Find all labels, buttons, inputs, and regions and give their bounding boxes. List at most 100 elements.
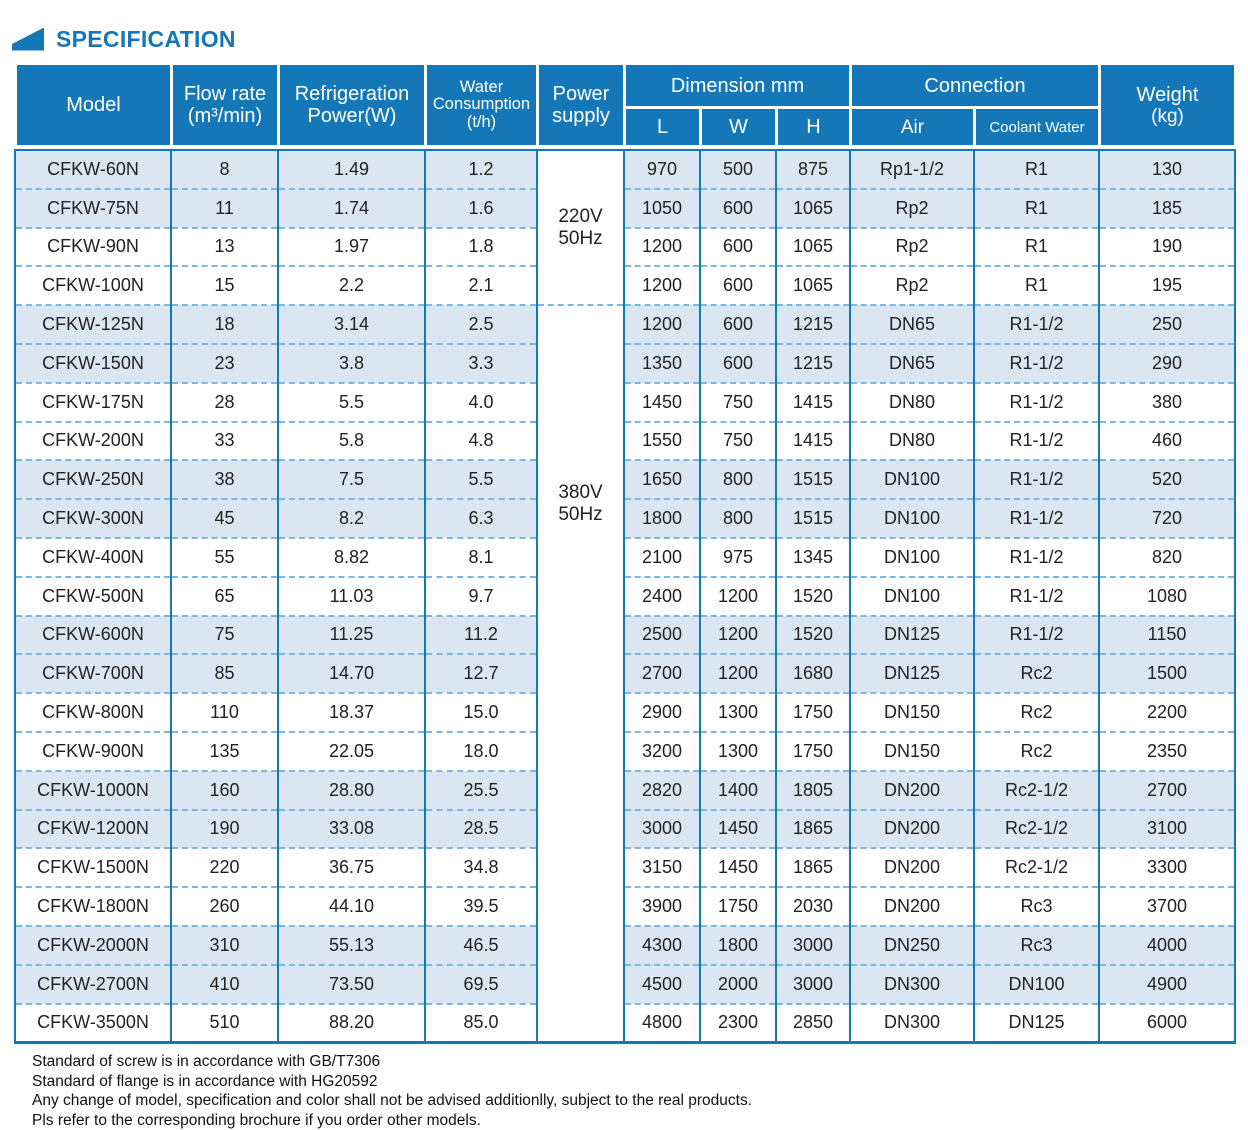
header-weight-unit: (kg) xyxy=(1151,105,1184,127)
cell-dim-h: 1065 xyxy=(776,227,851,268)
cell-conn-coolant-water: DN100 xyxy=(974,964,1100,1005)
cell-dim-l: 1050 xyxy=(624,188,701,229)
cell-conn-air: DN250 xyxy=(850,925,975,966)
cell-dim-w: 1200 xyxy=(700,654,777,695)
cell-conn-coolant-water: DN125 xyxy=(974,1003,1100,1043)
cell-conn-coolant-water: Rc2 xyxy=(974,654,1100,695)
cell-dim-l: 3150 xyxy=(624,848,701,889)
cell-flow-rate: 260 xyxy=(171,887,279,927)
header-dimension: Dimension mm xyxy=(623,62,852,109)
cell-dim-h: 1865 xyxy=(776,848,851,889)
table-row: CFKW-500N 65 11.03 9.7 2400 1200 1520 DN100 R1-1… xyxy=(15,576,1235,617)
cell-dim-h: 2030 xyxy=(776,887,851,927)
cell-dim-l: 1350 xyxy=(624,343,701,384)
cell-dim-w: 2300 xyxy=(700,1003,777,1043)
cell-dim-h: 3000 xyxy=(776,964,851,1005)
header-conn-air: Air xyxy=(849,106,976,148)
cell-weight: 4000 xyxy=(1099,925,1235,966)
section-header: SPECIFICATION xyxy=(0,0,1248,62)
cell-water-consumption: 15.0 xyxy=(425,693,538,733)
header-refrigeration-unit: Power(W) xyxy=(307,105,397,127)
cell-model: CFKW-175N xyxy=(15,382,172,423)
cell-dim-l: 1450 xyxy=(624,382,701,423)
cell-dim-w: 600 xyxy=(700,343,777,384)
header-dimension-label: Dimension mm xyxy=(670,74,805,97)
cell-dim-w: 975 xyxy=(700,537,777,578)
cell-dim-h: 1750 xyxy=(776,693,851,733)
cell-model: CFKW-75N xyxy=(15,188,172,229)
cell-refrigeration-power: 3.8 xyxy=(278,343,426,384)
cell-refrigeration-power: 88.20 xyxy=(278,1003,426,1043)
cell-refrigeration-power: 22.05 xyxy=(278,731,426,772)
table-row: CFKW-1000N 160 28.80 25.5 2820 1400 1805 DN200 R… xyxy=(15,770,1235,811)
cell-dim-l: 3000 xyxy=(624,809,701,850)
cell-dim-h: 1520 xyxy=(776,576,851,617)
cell-conn-coolant-water: Rc3 xyxy=(974,887,1100,927)
cell-weight: 1500 xyxy=(1099,654,1235,695)
cell-dim-w: 600 xyxy=(700,227,777,268)
cell-dim-w: 1450 xyxy=(700,809,777,850)
cell-dim-l: 2700 xyxy=(624,654,701,695)
cell-dim-h: 1415 xyxy=(776,382,851,423)
cell-water-consumption: 2.5 xyxy=(425,305,538,345)
cell-conn-air: DN100 xyxy=(850,460,975,501)
cell-weight: 6000 xyxy=(1099,1003,1235,1043)
cell-weight: 4900 xyxy=(1099,964,1235,1005)
cell-dim-w: 2000 xyxy=(700,964,777,1005)
power-supply-value: 380V xyxy=(558,482,603,504)
cell-dim-h: 1515 xyxy=(776,460,851,501)
table-row: CFKW-2000N 310 55.13 46.5 4300 1800 3000 DN250 R… xyxy=(15,925,1235,966)
footnote: Standard of screw is in accordance with … xyxy=(32,1053,381,1071)
cell-dim-l: 4500 xyxy=(624,964,701,1005)
table-row: CFKW-1800N 260 44.10 39.5 3900 1750 2030 DN200 R… xyxy=(15,887,1235,927)
cell-flow-rate: 18 xyxy=(171,305,279,345)
power-supply-value: 220V xyxy=(558,205,603,227)
cell-dim-l: 1550 xyxy=(624,421,701,462)
cell-water-consumption: 4.0 xyxy=(425,382,538,423)
cell-weight: 3300 xyxy=(1099,848,1235,889)
header-flow-rate-label: Flow rate xyxy=(183,83,267,105)
cell-water-consumption: 2.1 xyxy=(425,266,538,307)
cell-conn-air: Rp2 xyxy=(850,188,975,229)
cell-model: CFKW-1200N xyxy=(15,809,172,850)
cell-water-consumption: 25.5 xyxy=(425,770,538,811)
header-weight-label: Weight xyxy=(1136,83,1199,106)
table-row: CFKW-700N 85 14.70 12.7 2700 1200 1680 DN125 Rc2… xyxy=(15,654,1235,695)
header-water-label-1: Water xyxy=(459,77,504,96)
cell-model: CFKW-500N xyxy=(15,576,172,617)
cell-conn-coolant-water: Rc2-1/2 xyxy=(974,809,1100,850)
cell-water-consumption: 8.1 xyxy=(425,537,538,578)
cell-refrigeration-power: 1.74 xyxy=(278,188,426,229)
cell-model: CFKW-2000N xyxy=(15,925,172,966)
cell-conn-coolant-water: R1-1/2 xyxy=(974,537,1100,578)
cell-model: CFKW-60N xyxy=(15,150,172,190)
section-flag-icon xyxy=(12,27,44,51)
cell-water-consumption: 69.5 xyxy=(425,964,538,1005)
cell-weight: 130 xyxy=(1099,150,1235,190)
table-row: CFKW-1500N 220 36.75 34.8 3150 1450 1865 DN200 R… xyxy=(15,848,1235,889)
cell-dim-l: 2100 xyxy=(624,537,701,578)
cell-weight: 190 xyxy=(1099,227,1235,268)
cell-weight: 2350 xyxy=(1099,731,1235,772)
cell-conn-air: DN200 xyxy=(850,770,975,811)
table-row: CFKW-150N 23 3.8 3.3 1350 600 1215 DN65 R1-1/2 29… xyxy=(15,343,1235,384)
cell-dim-w: 1750 xyxy=(700,887,777,927)
cell-dim-l: 1800 xyxy=(624,499,701,539)
cell-conn-coolant-water: R1 xyxy=(974,266,1100,307)
cell-model: CFKW-1000N xyxy=(15,770,172,811)
cell-weight: 3700 xyxy=(1099,887,1235,927)
cell-conn-coolant-water: R1-1/2 xyxy=(974,460,1100,501)
cell-conn-coolant-water: R1 xyxy=(974,150,1100,190)
cell-conn-air: DN200 xyxy=(850,848,975,889)
cell-refrigeration-power: 11.03 xyxy=(278,576,426,617)
header-dim-w: W xyxy=(699,106,778,148)
cell-dim-l: 2500 xyxy=(624,615,701,656)
cell-conn-coolant-water: R1-1/2 xyxy=(974,576,1100,617)
cell-dim-h: 1065 xyxy=(776,188,851,229)
cell-water-consumption: 4.8 xyxy=(425,421,538,462)
cell-flow-rate: 410 xyxy=(171,964,279,1005)
cell-flow-rate: 33 xyxy=(171,421,279,462)
cell-refrigeration-power: 1.49 xyxy=(278,150,426,190)
cell-dim-l: 1650 xyxy=(624,460,701,501)
cell-dim-h: 2850 xyxy=(776,1003,851,1043)
